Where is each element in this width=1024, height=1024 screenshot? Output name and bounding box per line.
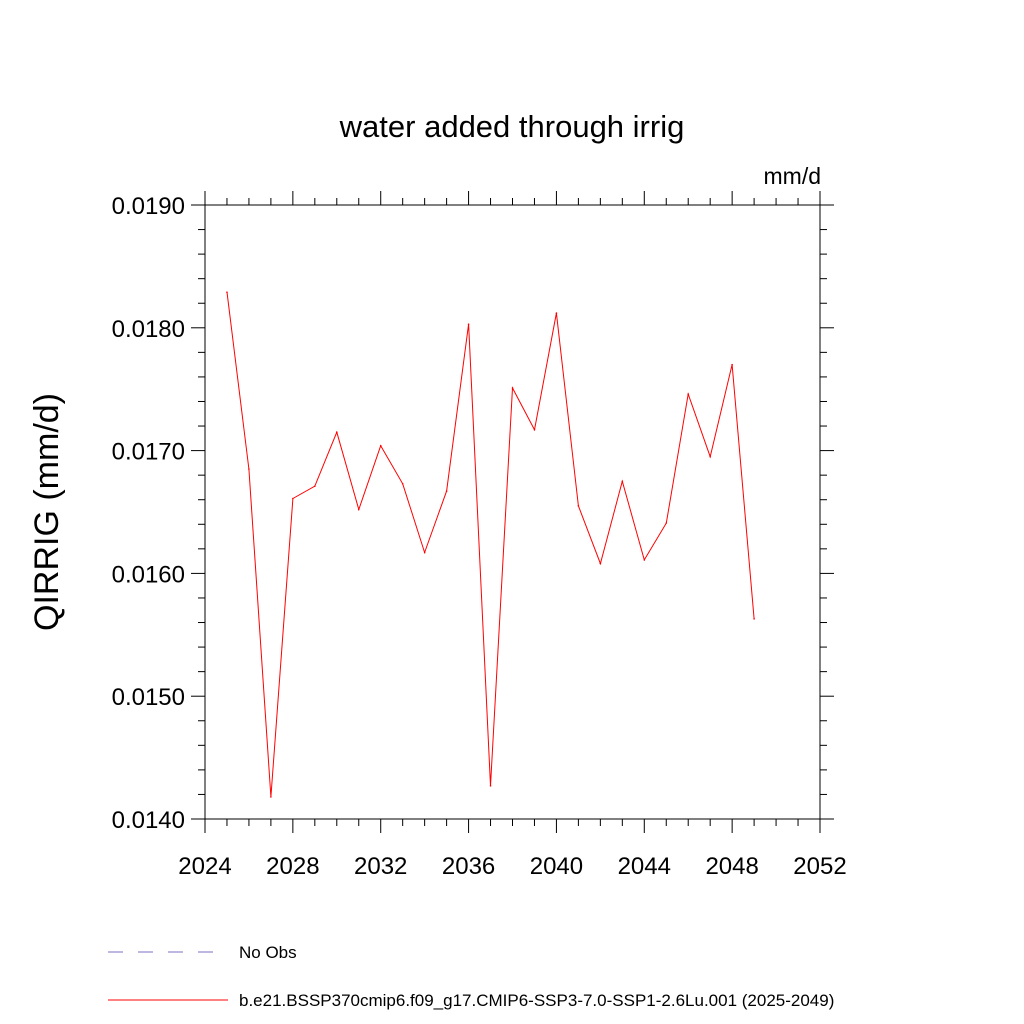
data-point — [401, 482, 404, 485]
data-point — [555, 312, 558, 314]
data-point — [643, 559, 646, 561]
x-tick-label: 2028 — [266, 853, 319, 880]
x-tick-label: 2052 — [793, 853, 846, 880]
data-point — [357, 508, 360, 511]
data-point — [335, 431, 338, 433]
plot-frame — [204, 204, 821, 820]
axis-ticks: 2024 2028 2032 2036 2040 2044 2048 2052 0.0140 0.… — [112, 191, 847, 880]
y-tick-label: 0.0190 — [112, 193, 185, 220]
data-point — [226, 291, 228, 293]
x-tick-label: 2036 — [442, 853, 495, 880]
data-point — [445, 490, 448, 492]
x-tick-label: 2024 — [178, 853, 231, 880]
data-point — [270, 796, 272, 798]
data-point — [533, 428, 536, 431]
data-point — [599, 562, 602, 565]
data-point — [314, 485, 316, 488]
data-point — [753, 618, 755, 620]
x-tick-label: 2048 — [705, 853, 758, 880]
y-tick-label: 0.0150 — [112, 684, 185, 711]
x-tick-label: 2032 — [354, 853, 407, 880]
units-label: mm/d — [764, 163, 822, 189]
y-tick-label: 0.0160 — [112, 561, 185, 588]
data-point — [467, 323, 470, 325]
data-point — [687, 393, 690, 395]
y-axis-label: QIRRIG (mm/d) — [28, 393, 66, 631]
data-point — [248, 468, 250, 470]
data-point — [731, 363, 733, 366]
data-point — [379, 444, 382, 447]
data-point — [292, 497, 294, 500]
data-point — [577, 505, 580, 507]
data-point — [665, 522, 668, 524]
legend: No Obs b.e21.BSSP370cmip6.f09_g17.CMIP6-S… — [108, 943, 834, 1010]
chart-title: water added through irrig — [339, 109, 685, 144]
series-layer — [226, 291, 755, 798]
y-tick-label: 0.0170 — [112, 439, 185, 466]
data-point — [423, 551, 426, 554]
data-point — [489, 785, 492, 787]
legend-label: No Obs — [239, 943, 297, 962]
y-tick-label: 0.0140 — [112, 807, 185, 834]
x-tick-label: 2044 — [618, 853, 671, 880]
data-point — [621, 480, 624, 483]
legend-label: b.e21.BSSP370cmip6.f09_g17.CMIP6-SSP3-7.… — [239, 991, 834, 1010]
data-point — [709, 455, 711, 458]
data-point — [511, 387, 514, 389]
y-tick-label: 0.0180 — [112, 316, 185, 343]
x-tick-label: 2040 — [530, 853, 583, 880]
series-line — [226, 292, 755, 797]
